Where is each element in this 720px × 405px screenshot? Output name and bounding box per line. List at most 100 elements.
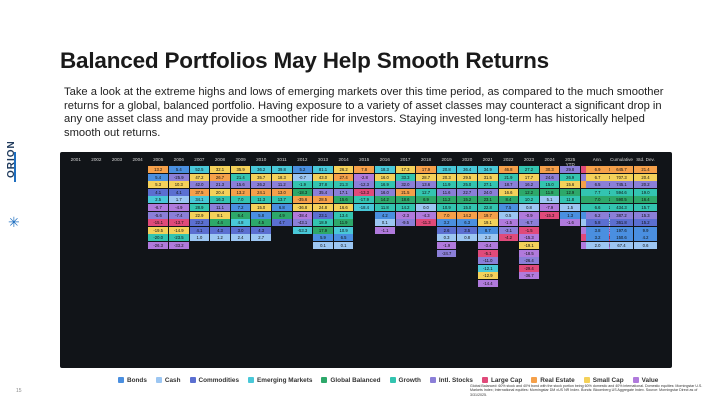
return-cell: 3.2 bbox=[436, 219, 457, 227]
summary-cell: 387.2 bbox=[610, 211, 633, 219]
return-cell: -33.2 bbox=[169, 242, 189, 249]
return-cell: 0.8 bbox=[519, 204, 539, 211]
return-cell: 5.4 bbox=[148, 173, 168, 181]
return-cell: -38.4 bbox=[292, 211, 313, 219]
return-cell: 21.4 bbox=[230, 173, 251, 181]
return-cell: 2.2 bbox=[478, 234, 498, 242]
return-cell: 18.6 bbox=[395, 196, 416, 204]
summary-cell: 4.2 bbox=[634, 234, 657, 242]
return-cell: 6.3 bbox=[457, 219, 477, 227]
summary-cell: 197.6 bbox=[610, 226, 633, 234]
return-cell: 0.1 bbox=[375, 219, 395, 227]
year-header: 2023 bbox=[523, 157, 535, 162]
return-cell: -0.7 bbox=[292, 173, 313, 181]
year-header: 2006 bbox=[173, 157, 184, 162]
return-cell: 27.2 bbox=[519, 166, 539, 173]
return-cell: 23.1 bbox=[313, 211, 333, 219]
return-cell: 20.4 bbox=[210, 188, 230, 196]
return-cell: 13.2 bbox=[148, 166, 168, 173]
year-header: 2018 bbox=[420, 157, 432, 162]
return-cell: -4.9 bbox=[169, 204, 189, 211]
summary-cell: 6.6 bbox=[586, 204, 609, 211]
return-cell: -1.6 bbox=[560, 219, 580, 227]
return-cell: 15.0 bbox=[251, 204, 271, 211]
legend-label: Real Estate bbox=[540, 376, 575, 384]
return-cell: -5.6 bbox=[148, 211, 168, 219]
return-cell: 4.3 bbox=[251, 226, 271, 234]
return-cell: -1.9 bbox=[436, 242, 457, 249]
return-cell: 10.9 bbox=[436, 204, 457, 211]
return-cell: -0.9 bbox=[519, 211, 539, 219]
return-cell: 16.3 bbox=[210, 196, 230, 204]
legend-item: Real Estate bbox=[531, 376, 575, 384]
return-cell: -1.9 bbox=[292, 181, 313, 189]
summary-cell: 7.7 bbox=[586, 188, 609, 196]
return-cell: 13.4 bbox=[333, 211, 354, 219]
return-cell: 19.1 bbox=[478, 219, 498, 227]
legend-swatch-icon bbox=[155, 377, 162, 383]
return-cell: 11.9 bbox=[436, 181, 457, 189]
return-cell: 1.7 bbox=[169, 196, 189, 204]
return-cell: 6.4 bbox=[230, 211, 251, 219]
return-cell: -23.5 bbox=[169, 234, 189, 242]
return-cell: -1.5 bbox=[519, 226, 539, 234]
year-header: 2020 bbox=[462, 157, 473, 162]
return-cell: 14.2 bbox=[457, 211, 477, 219]
year-header: 2004 bbox=[132, 157, 143, 162]
summary-cell: 745.1 bbox=[610, 181, 633, 189]
legend-swatch-icon bbox=[481, 377, 488, 383]
year-header: 2015 bbox=[359, 157, 370, 162]
legend-label: Commodities bbox=[198, 376, 240, 384]
year-header: 2019 bbox=[441, 157, 452, 162]
return-cell: 15.6 bbox=[560, 181, 580, 189]
body-paragraph: Take a look at the extreme highs and low… bbox=[64, 86, 664, 139]
return-cell: -13.7 bbox=[169, 219, 189, 227]
return-cell: 25.0 bbox=[457, 181, 477, 189]
year-header: 2002 bbox=[91, 157, 102, 162]
return-cell: 11.3 bbox=[251, 196, 271, 204]
return-cell: 7.0 bbox=[436, 211, 457, 219]
year-header: 2022 bbox=[503, 157, 514, 162]
return-cell: 4.2 bbox=[375, 211, 395, 219]
return-cell: 18.3 bbox=[375, 166, 395, 173]
return-cell: 4.8 bbox=[230, 219, 251, 227]
return-cell: 23.1 bbox=[478, 196, 498, 204]
return-cell: 13.6 bbox=[416, 181, 436, 189]
return-cell: -15.3 bbox=[519, 234, 539, 242]
return-cell: 4.7 bbox=[272, 219, 292, 227]
return-cell: -2.8 bbox=[354, 173, 374, 181]
legend-item: Cash bbox=[155, 377, 181, 384]
legend-swatch-icon bbox=[531, 377, 538, 383]
return-cell: 21.3 bbox=[333, 181, 354, 189]
summary-cell: 6.7 bbox=[586, 173, 609, 181]
return-cell: 15.6 bbox=[333, 196, 354, 204]
legend-label: Small Cap bbox=[592, 376, 624, 384]
year-header: 2007 bbox=[194, 157, 205, 162]
asset-class-returns-table: 2001 2002 2003 2004 2005 2006 2007 2008 2009 2010… bbox=[60, 152, 672, 368]
return-cell: -15.3 bbox=[539, 211, 560, 219]
return-cell: 12.7 bbox=[416, 188, 436, 196]
return-cell: -36.8 bbox=[292, 204, 313, 211]
return-cell: 26.2 bbox=[333, 166, 354, 173]
legend-label: Intl. Stocks bbox=[438, 376, 473, 384]
page-number: 15 bbox=[16, 388, 22, 394]
return-cell: 11.8 bbox=[560, 196, 580, 204]
return-cell: 13.2 bbox=[230, 188, 251, 196]
legend-item: Small Cap bbox=[583, 376, 624, 384]
legend-swatch-icon bbox=[389, 377, 396, 383]
legend-item: Large Cap bbox=[481, 377, 522, 384]
return-cell: -35.6 bbox=[292, 196, 313, 204]
return-cell: 15.2 bbox=[457, 196, 477, 204]
return-cell: 4.1 bbox=[148, 188, 168, 196]
return-cell: 5.1 bbox=[539, 196, 560, 204]
return-cell: 21.5 bbox=[395, 188, 416, 196]
return-cell: 52.5 bbox=[189, 166, 210, 173]
year-header: 2005 bbox=[153, 157, 164, 162]
summary-header: Std. Dev. bbox=[636, 157, 655, 162]
return-cell: 4.1 bbox=[189, 226, 210, 234]
year-header: 2011 bbox=[276, 157, 287, 162]
return-cell: 36.2 bbox=[251, 166, 271, 173]
return-cell: 17.1 bbox=[333, 188, 354, 196]
return-cell: -2.3 bbox=[395, 211, 416, 219]
return-cell: 0.5 bbox=[498, 211, 519, 219]
